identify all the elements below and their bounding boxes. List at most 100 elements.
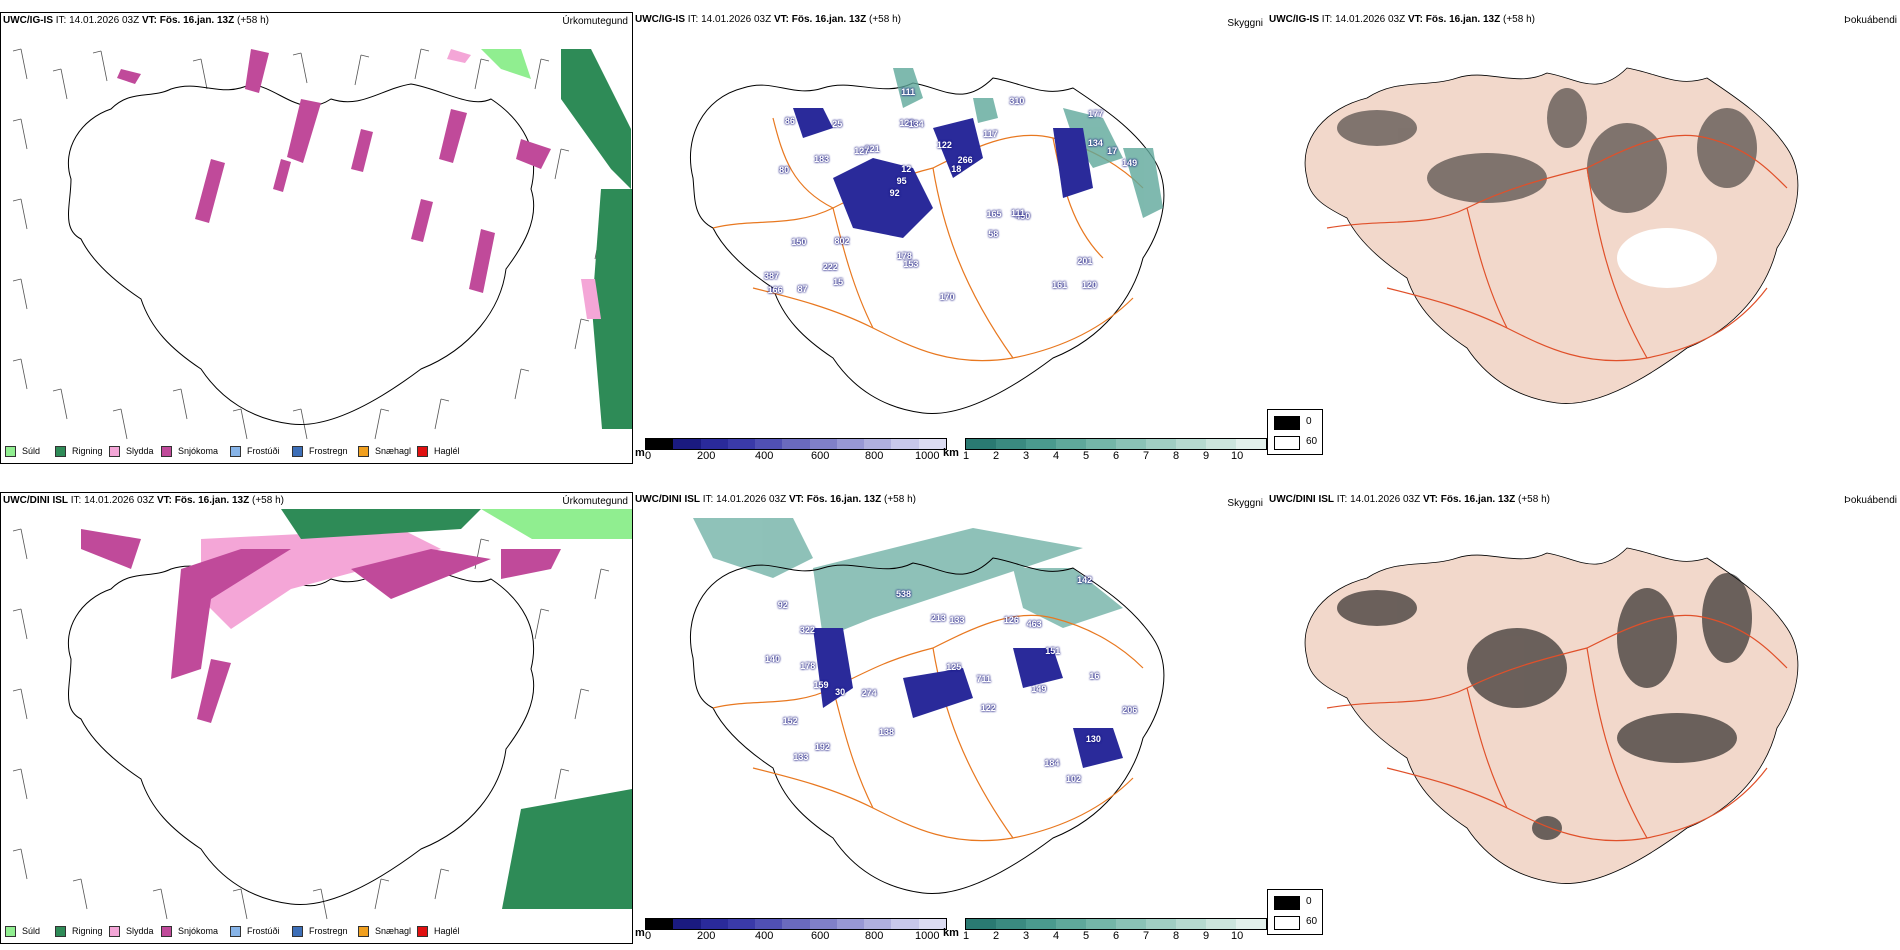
fog-legend-label: 60 xyxy=(1306,436,1318,447)
legend-item: Snæhagl xyxy=(358,925,411,938)
map-header: UWC/DINI ISL IT: 14.01.2026 03Z VT: Fös.… xyxy=(1269,494,1550,505)
fog-legend: 0 60 xyxy=(1267,409,1323,455)
ceiling-tick: 0 xyxy=(645,930,652,942)
ceiling-tick: 600 xyxy=(811,930,830,942)
legend-item: Slydda xyxy=(109,925,154,938)
drizzle-areas xyxy=(481,49,531,79)
visibility-tick: 2 xyxy=(993,450,1000,462)
land-fill xyxy=(1304,67,1799,404)
map-title: Úrkomutegund xyxy=(562,496,628,507)
ceiling-tick: 600 xyxy=(811,450,830,462)
fog-legend-label: 0 xyxy=(1306,416,1312,427)
map-header: UWC/IG-IS IT: 14.01.2026 03Z VT: Fös. 16… xyxy=(1269,14,1535,25)
ceiling-tick: 400 xyxy=(755,930,774,942)
ceiling-visibility-map-top: UWC/IG-IS IT: 14.01.2026 03Z VT: Fös. 16… xyxy=(633,12,1267,464)
map-title: Þokuábendi xyxy=(1844,15,1897,26)
visibility-tick: 7 xyxy=(1143,930,1150,942)
visibility-tick: 9 xyxy=(1203,930,1210,942)
ceiling-colorbar xyxy=(645,918,947,930)
iceland-map xyxy=(1304,67,1799,404)
visibility-tick: 6 xyxy=(1113,450,1120,462)
visibility-title: Skyggni xyxy=(1227,18,1263,29)
drizzle-areas xyxy=(481,509,632,539)
legend-item: Frostregn xyxy=(292,925,348,938)
fog-legend-label: 0 xyxy=(1306,896,1312,907)
visibility-tick: 1 xyxy=(963,450,970,462)
map-title: Þokuábendi xyxy=(1844,495,1897,506)
snow-areas xyxy=(81,529,561,723)
fog-legend-label: 60 xyxy=(1306,916,1318,927)
visibility-tick: 10 xyxy=(1231,450,1244,462)
visibility-unit: km xyxy=(943,447,959,459)
ceiling-tick: 0 xyxy=(645,450,652,462)
iceland-map xyxy=(12,509,632,920)
visibility-title: Skyggni xyxy=(1227,498,1263,509)
map-header: UWC/IG-IS IT: 14.01.2026 03Z VT: Fös. 16… xyxy=(635,14,901,25)
precip-type-map-bottom: UWC/DINI ISL IT: 14.01.2026 03Z VT: Fös.… xyxy=(0,492,633,944)
visibility-tick: 2 xyxy=(993,930,1000,942)
sleet-areas xyxy=(447,49,601,319)
legend-item: Rigning xyxy=(55,925,103,938)
visibility-tick: 4 xyxy=(1053,450,1060,462)
visibility-tick: 8 xyxy=(1173,450,1180,462)
map-header: UWC/DINI ISL IT: 14.01.2026 03Z VT: Fös.… xyxy=(3,495,284,506)
rain-areas xyxy=(281,509,632,909)
visibility-tick: 1 xyxy=(963,930,970,942)
coastline xyxy=(689,557,1165,895)
legend-item: Frostregn xyxy=(292,445,348,458)
wind-barbs xyxy=(12,528,610,920)
visibility-tick: 3 xyxy=(1023,930,1030,942)
fog-legend: 0 60 xyxy=(1267,889,1323,935)
visibility-tick: 3 xyxy=(1023,450,1030,462)
fog-white-area xyxy=(1617,228,1717,288)
iceland-map xyxy=(1304,547,1799,884)
visibility-tick: 8 xyxy=(1173,930,1180,942)
map-header: UWC/IG-IS IT: 14.01.2026 03Z VT: Fös. 16… xyxy=(3,15,269,26)
ceiling-tick: 400 xyxy=(755,450,774,462)
road-network xyxy=(1326,614,1788,842)
map-title: Úrkomutegund xyxy=(562,16,628,27)
ceiling-tick: 800 xyxy=(865,930,884,942)
road-network xyxy=(1326,134,1788,362)
visibility-unit: km xyxy=(943,927,959,939)
iceland-map xyxy=(689,68,1165,415)
coastline xyxy=(67,563,535,906)
precip-legend: Súld Rigning Slydda Snjókoma Frostúði Fr… xyxy=(5,445,625,459)
legend-item: Slydda xyxy=(109,445,154,458)
visibility-tick: 7 xyxy=(1143,450,1150,462)
visibility-tick: 5 xyxy=(1083,930,1090,942)
road-network xyxy=(712,614,1144,842)
coastline xyxy=(67,83,535,426)
ceiling-areas xyxy=(813,628,1123,768)
visibility-tick: 6 xyxy=(1113,930,1120,942)
legend-item: Rigning xyxy=(55,445,103,458)
visibility-tick: 5 xyxy=(1083,450,1090,462)
visibility-colorbar xyxy=(965,438,1267,450)
visibility-tick: 9 xyxy=(1203,450,1210,462)
ceiling-colorbar xyxy=(645,438,947,450)
legend-item: Frostúði xyxy=(230,925,280,938)
legend-item: Súld xyxy=(5,445,40,458)
ceiling-tick: 1000 xyxy=(915,930,940,942)
ceiling-unit: m xyxy=(635,447,645,459)
legend-item: Haglél xyxy=(417,445,460,458)
ceiling-tick: 800 xyxy=(865,450,884,462)
ceiling-areas xyxy=(793,108,1093,238)
snow-areas xyxy=(117,49,551,293)
legend-item: Súld xyxy=(5,925,40,938)
legend-item: Snjókoma xyxy=(161,925,218,938)
visibility-colorbar xyxy=(965,918,1267,930)
fog-indicator-map-bottom: UWC/DINI ISL IT: 14.01.2026 03Z VT: Fös.… xyxy=(1267,492,1900,944)
precip-legend: Súld Rigning Slydda Snjókoma Frostúði Fr… xyxy=(5,925,625,939)
map-header: UWC/DINI ISL IT: 14.01.2026 03Z VT: Fös.… xyxy=(635,494,916,505)
iceland-map xyxy=(12,48,632,440)
ceiling-visibility-map-bottom: UWC/DINI ISL IT: 14.01.2026 03Z VT: Fös.… xyxy=(633,492,1267,944)
legend-item: Frostúði xyxy=(230,445,280,458)
legend-item: Snæhagl xyxy=(358,445,411,458)
ceiling-tick: 200 xyxy=(697,450,716,462)
fog-shading xyxy=(1337,88,1757,213)
ceiling-tick: 1000 xyxy=(915,450,940,462)
legend-item: Haglél xyxy=(417,925,460,938)
visibility-tick: 4 xyxy=(1053,930,1060,942)
visibility-areas xyxy=(893,68,1163,218)
